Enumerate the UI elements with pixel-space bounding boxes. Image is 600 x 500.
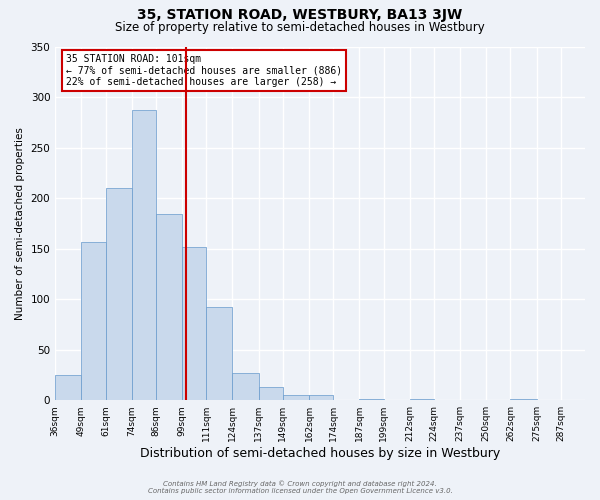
Bar <box>511 399 536 400</box>
Text: 35, STATION ROAD, WESTBURY, BA13 3JW: 35, STATION ROAD, WESTBURY, BA13 3JW <box>137 8 463 22</box>
X-axis label: Distribution of semi-detached houses by size in Westbury: Distribution of semi-detached houses by … <box>140 447 500 460</box>
Bar <box>206 307 232 400</box>
Bar <box>259 387 283 400</box>
Y-axis label: Number of semi-detached properties: Number of semi-detached properties <box>15 127 25 320</box>
Bar <box>182 246 206 400</box>
Text: 35 STATION ROAD: 101sqm
← 77% of semi-detached houses are smaller (886)
22% of s: 35 STATION ROAD: 101sqm ← 77% of semi-de… <box>66 54 342 87</box>
Bar <box>283 395 309 400</box>
Bar <box>410 399 434 400</box>
Bar <box>156 214 182 400</box>
Text: Contains HM Land Registry data © Crown copyright and database right 2024.
Contai: Contains HM Land Registry data © Crown c… <box>148 480 452 494</box>
Bar <box>232 373 259 400</box>
Bar <box>82 242 106 400</box>
Text: Size of property relative to semi-detached houses in Westbury: Size of property relative to semi-detach… <box>115 21 485 34</box>
Bar <box>55 375 82 400</box>
Bar <box>106 188 132 400</box>
Bar <box>132 110 156 400</box>
Bar <box>359 399 383 400</box>
Bar <box>309 395 333 400</box>
